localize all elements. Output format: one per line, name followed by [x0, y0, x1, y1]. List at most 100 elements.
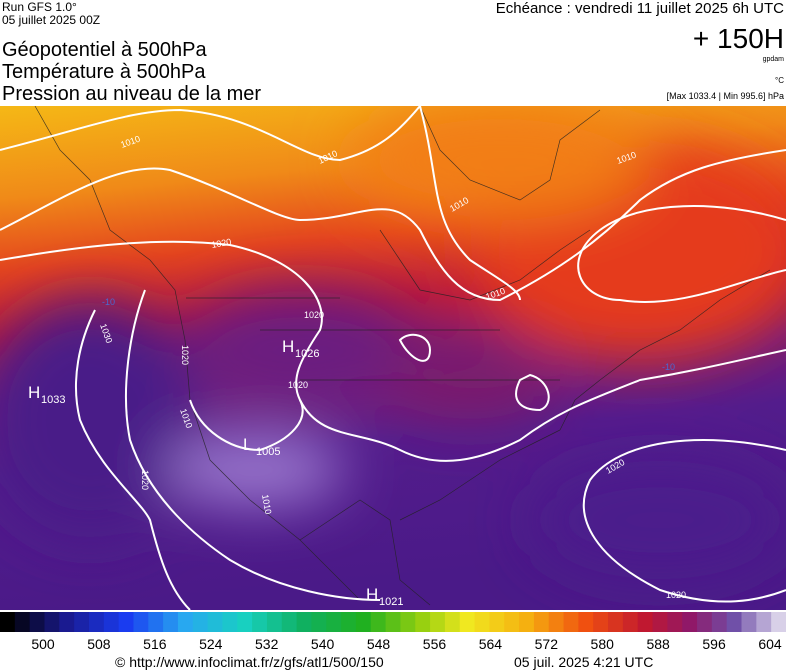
colorbar-swatch: [29, 612, 45, 632]
colorbar-swatch: [474, 612, 490, 632]
colorbar-swatch: [355, 612, 372, 632]
colorbar-swatch: [341, 612, 357, 632]
colorbar-swatch: [622, 612, 639, 632]
colorbar-swatch: [459, 612, 476, 632]
colorbar-swatch: [207, 612, 223, 632]
colorbar-swatch: [222, 612, 238, 632]
isobar-label: 1020: [288, 380, 308, 390]
colorbar-swatch: [252, 612, 268, 632]
colorbar-swatch: [741, 612, 757, 632]
colorbar-tick-label: 588: [646, 636, 670, 652]
colorbar-tick-label: 572: [535, 636, 559, 652]
colorbar-tick-label: 580: [591, 636, 615, 652]
center-pressure: 1026: [295, 348, 319, 360]
colorbar-tick-label: 564: [479, 636, 503, 652]
title-line: Pression au niveau de la mer: [2, 83, 261, 105]
colorbar-tick-label: 556: [423, 636, 447, 652]
colorbar-swatch: [771, 612, 786, 632]
colorbar-swatch: [281, 612, 298, 632]
isobar-label: 1010: [260, 494, 273, 515]
colorbar-swatch: [711, 612, 728, 632]
colorbar-swatch: [444, 612, 461, 632]
colorbar-swatch: [533, 612, 550, 632]
title-line: Température à 500hPa: [2, 61, 206, 83]
colorbar-tick-label: 548: [367, 636, 391, 652]
colorbar-swatch: [266, 612, 283, 632]
colorbar-tick-label: 508: [87, 636, 111, 652]
colorbar-swatch: [163, 612, 179, 632]
colorbar-tick-label: 516: [143, 636, 167, 652]
forecast-time: Echéance : vendredi 11 juillet 2025 6h U…: [496, 0, 784, 17]
lead-time: + 150H: [693, 23, 784, 54]
colorbar-swatch: [667, 612, 683, 632]
center-kind: H: [28, 383, 40, 402]
colorbar-swatch: [237, 612, 253, 632]
colorbar-swatch: [578, 612, 594, 632]
isobar-label: 1020: [140, 470, 150, 490]
colorbar-swatch: [563, 612, 579, 632]
isobars: [0, 106, 786, 610]
colorbar-swatch: [608, 612, 624, 632]
run-date: 05 juillet 2025 00Z: [2, 13, 100, 27]
colorbar-swatch: [0, 612, 16, 632]
colorbar-swatch: [74, 612, 90, 632]
colorbar-swatch: [682, 612, 698, 632]
generated-time: 05 juil. 2025 4:21 UTC: [514, 654, 653, 670]
unit-temp: °C: [775, 76, 784, 85]
colorbar-swatch: [326, 612, 342, 632]
colorbar-swatch: [296, 612, 312, 632]
extremes: [Max 1033.4 | Min 995.6] hPa: [667, 91, 784, 101]
colorbar-swatch: [385, 612, 401, 632]
colorbar-swatch: [593, 612, 609, 632]
isobar-label: 1020: [304, 310, 324, 320]
footer: © http://www.infoclimat.fr/z/gfs/atl1/50…: [115, 654, 653, 670]
colorbar-swatch: [59, 612, 75, 632]
isotherm-label: -10: [102, 297, 115, 307]
isobar-label: 1020: [666, 590, 686, 600]
colorbar-swatch: [697, 612, 713, 632]
colorbar-swatch: [489, 612, 505, 632]
source: © http://www.infoclimat.fr/z/gfs/atl1/50…: [115, 654, 384, 670]
colorbar-swatch: [133, 612, 149, 632]
colorbar-swatch: [548, 612, 565, 632]
unit-gpdam: gpdam: [763, 56, 785, 63]
colorbar-swatch: [118, 612, 134, 632]
colorbar-swatch: [726, 612, 743, 632]
colorbar-tick-label: 532: [255, 636, 279, 652]
colorbar-swatch: [430, 612, 446, 632]
run: Run GFS 1.0°: [2, 0, 77, 14]
header: Run GFS 1.0° 05 juillet 2025 00Z Echéanc…: [2, 0, 784, 105]
colorbar-swatch: [519, 612, 535, 632]
coastlines: [34, 106, 771, 606]
colorbar-swatch: [504, 612, 520, 632]
colorbar-swatch: [88, 612, 105, 632]
colorbar-swatch: [44, 612, 60, 632]
center-pressure: 1005: [256, 446, 280, 458]
colorbar-tick-label: 540: [311, 636, 335, 652]
center-pressure: 1033: [41, 394, 65, 406]
colorbar-tick-label: 500: [31, 636, 55, 652]
colorbar-swatch: [415, 612, 431, 632]
center-kind: H: [282, 337, 294, 356]
isotherm-label: -10: [662, 362, 675, 372]
colorbar-swatch: [311, 612, 327, 632]
colorbar-swatch: [756, 612, 772, 632]
colorbar-swatch: [177, 612, 194, 632]
isobar-label: 1020: [180, 345, 190, 365]
colorbar-tick-label: 596: [702, 636, 726, 652]
isobar-label: 1020: [211, 237, 232, 250]
colorbar-swatch: [652, 612, 668, 632]
colorbar: 500 508 516 524 532 540 548 556 564 572 580 588 596 6…: [0, 612, 786, 652]
title-line: Géopotentiel à 500hPa: [2, 39, 207, 61]
colorbar-swatch: [192, 612, 209, 632]
colorbar-swatch: [370, 612, 387, 632]
colorbar-swatch: [148, 612, 164, 632]
center-kind: L: [243, 435, 252, 454]
colorbar-swatch: [637, 612, 654, 632]
colorbar-swatch: [14, 612, 31, 632]
colorbar-tick-label: 604: [758, 636, 782, 652]
center-kind: H: [366, 585, 378, 604]
colorbar-tick-label: 524: [199, 636, 223, 652]
